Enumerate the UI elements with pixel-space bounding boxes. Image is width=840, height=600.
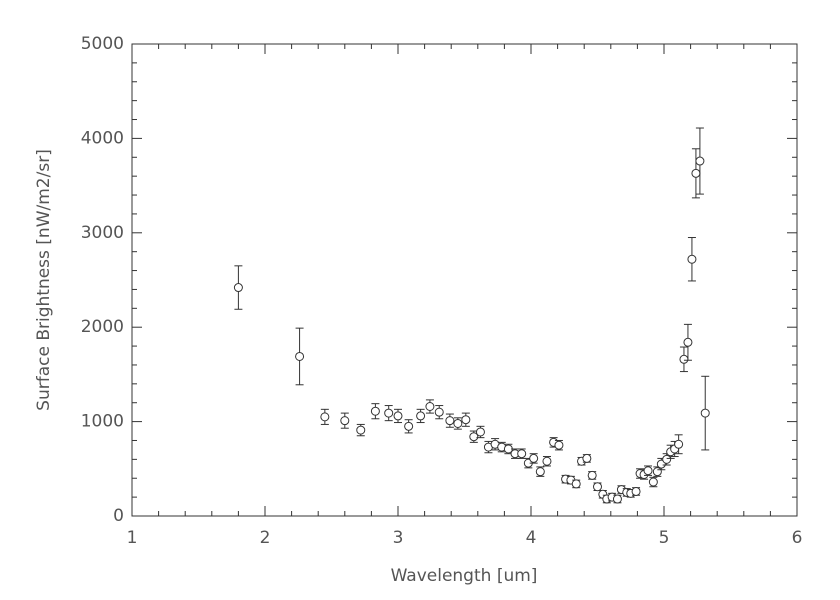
point [571,479,581,489]
point [295,351,305,361]
point [554,440,564,450]
point [700,408,710,418]
y-tick-label: 0 [113,506,124,526]
point [393,411,403,421]
point [582,453,592,463]
point [587,470,597,480]
point [674,439,684,449]
point [691,168,701,178]
point [517,449,527,459]
point [370,406,380,416]
point [416,411,426,421]
point [469,432,479,442]
y-tick-label: 1000 [81,412,124,432]
point [453,418,463,428]
point [593,482,602,492]
point [434,407,444,417]
y-tick-label: 4000 [81,128,124,148]
point [631,486,641,496]
x-axis-label: Wavelength [um] [391,566,538,586]
point [384,408,394,418]
point [425,401,435,411]
point [683,337,693,347]
point [529,453,539,463]
y-tick-label: 3000 [81,223,124,243]
point [643,466,653,476]
point [542,456,552,466]
point [404,421,414,431]
x-tick-label: 4 [526,528,537,548]
point [652,467,662,477]
point [648,477,658,487]
point [320,412,330,422]
x-tick-label: 2 [260,528,271,548]
point [535,467,545,477]
point [687,254,697,264]
x-tick-label: 3 [393,528,404,548]
point [679,354,689,364]
point [445,416,455,426]
point [340,416,350,426]
y-tick-label: 2000 [81,317,124,337]
point [475,427,485,437]
x-tick-label: 5 [659,528,670,548]
x-tick-label: 1 [127,528,138,548]
plot-frame [131,43,798,517]
point [356,425,366,435]
y-tick-label: 5000 [81,34,124,54]
x-tick-label: 6 [792,528,803,548]
point [695,156,705,166]
point [662,454,672,464]
point [233,283,243,293]
y-axis-label: Surface Brightness [nW/m2/sr] [34,149,54,411]
point [461,415,471,425]
point [612,494,622,504]
